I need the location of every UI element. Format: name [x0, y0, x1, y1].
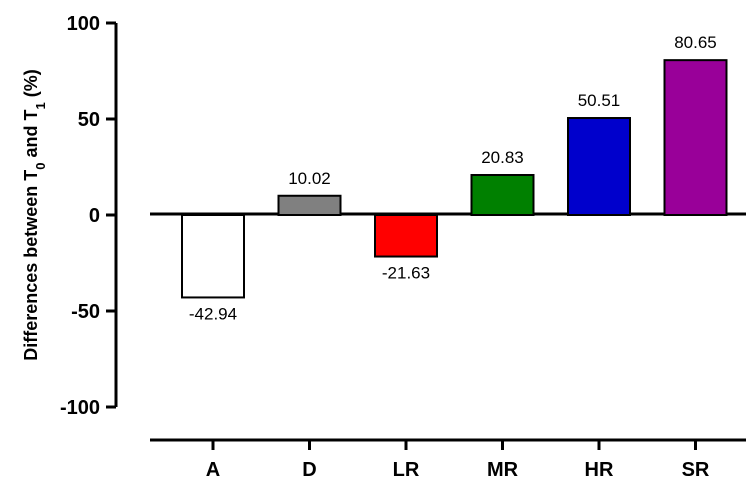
y-tick-label: 50: [78, 109, 100, 131]
data-label: 20.83: [481, 148, 524, 167]
bar-mr: [470, 174, 535, 216]
x-tick-label: HR: [585, 459, 614, 481]
bar-lr: [374, 214, 438, 258]
x-tick-label: LR: [393, 459, 420, 481]
x-tick-label: D: [302, 459, 316, 481]
y-axis-title: Differences between T0 and T1 (%): [21, 69, 48, 361]
y-tick-label: 100: [67, 13, 100, 35]
y-tick-label: -50: [71, 301, 100, 323]
y-ticks: 100 50 0 -50 -100: [60, 13, 116, 419]
data-label: 10.02: [288, 169, 331, 188]
x-ticks: A D LR MR HR SR: [206, 440, 710, 481]
y-axis-title-mid: and T: [21, 109, 41, 162]
x-tick-label: SR: [682, 459, 710, 481]
y-tick-label: -100: [60, 397, 100, 419]
y-axis-title-suffix: (%): [21, 69, 41, 102]
data-labels: -42.94 10.02 -21.63 20.83 50.51 80.65: [189, 33, 717, 323]
x-tick-label: A: [206, 459, 220, 481]
y-axis-title-sub-0: 0: [33, 162, 48, 169]
bars: [181, 59, 728, 299]
bar-hr: [567, 117, 631, 216]
bar-d: [277, 194, 342, 216]
data-label: -21.63: [382, 264, 430, 283]
x-tick-label: MR: [487, 459, 519, 481]
data-label: 50.51: [578, 91, 621, 110]
data-label: -42.94: [189, 304, 237, 323]
bar-a: [181, 214, 245, 299]
y-axis-title-sub-1: 1: [33, 102, 48, 109]
data-label: 80.65: [674, 33, 717, 52]
y-tick-label: 0: [89, 205, 100, 227]
y-axis-title-prefix: Differences between T: [21, 170, 41, 361]
bar-sr: [663, 59, 728, 217]
